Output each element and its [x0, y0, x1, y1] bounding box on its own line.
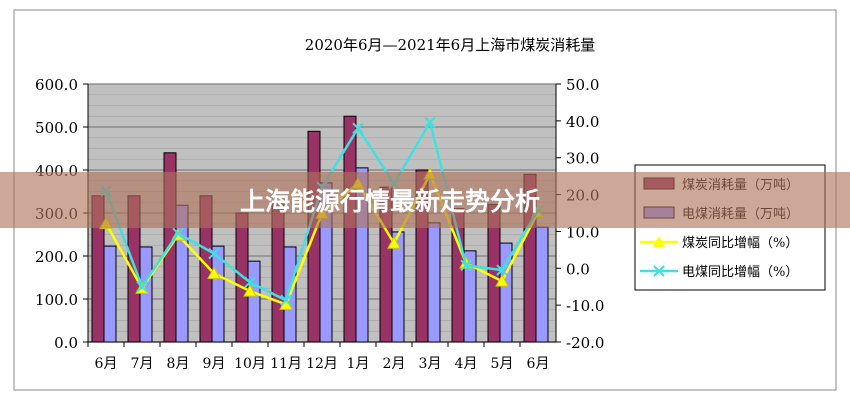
x-tick-label: 10月	[234, 356, 266, 372]
left-tick-label: 200.0	[35, 248, 78, 266]
bar-power-coal	[463, 250, 477, 343]
legend-label: 电煤同比增幅（%）	[682, 265, 798, 280]
x-tick-label: 9月	[203, 356, 226, 372]
legend-marker	[653, 265, 665, 277]
x-tick-label: 6月	[95, 356, 118, 372]
point-power-coal-yoy	[244, 276, 256, 288]
point-power-coal-yoy	[280, 294, 292, 307]
x-tick-label: 5月	[491, 356, 514, 372]
point-power-coal-yoy	[424, 116, 436, 129]
left-tick-label: 500.0	[35, 119, 78, 137]
headline-banner: 上海能源行情最新走势分析	[0, 172, 850, 228]
point-power-coal-yoy	[460, 259, 472, 272]
headline-text: 上海能源行情最新走势分析	[240, 187, 541, 216]
bar-power-coal	[247, 260, 261, 343]
x-tick-label: 8月	[167, 356, 190, 372]
point-power-coal-yoy	[172, 227, 184, 239]
x-tick-label: 3月	[419, 356, 442, 372]
point-power-coal-yoy	[496, 264, 508, 276]
right-tick-label: -10.0	[566, 297, 604, 315]
left-tick-label: 0.0	[54, 334, 78, 352]
left-tick-label: 100.0	[35, 291, 78, 309]
point-coal-yoy	[207, 266, 221, 279]
point-coal-yoy	[495, 274, 509, 287]
point-power-coal-yoy	[352, 122, 364, 134]
bar-power-coal	[391, 231, 405, 343]
x-tick-label: 7月	[131, 356, 154, 372]
point-coal-yoy	[243, 284, 257, 297]
point-power-coal-yoy	[208, 247, 220, 260]
x-tick-label: 12月	[306, 356, 338, 372]
x-tick-label: 6月	[527, 356, 550, 372]
left-tick-label: 600.0	[35, 76, 78, 94]
point-power-coal-yoy	[136, 281, 148, 293]
legend-marker	[653, 236, 665, 247]
legend-label: 煤炭同比增幅（%）	[682, 236, 798, 251]
right-tick-label: 30.0	[566, 150, 599, 168]
x-tick-label: 2月	[383, 356, 406, 372]
bar-power-coal	[427, 222, 441, 343]
x-tick-label: 1月	[347, 356, 370, 372]
right-tick-label: 50.0	[566, 76, 599, 94]
right-tick-label: 0.0	[566, 260, 590, 278]
right-tick-label: 40.0	[566, 113, 599, 131]
point-coal-yoy	[387, 236, 401, 249]
x-tick-label: 11月	[270, 356, 302, 372]
bar-power-coal	[139, 246, 153, 343]
right-tick-label: -20.0	[566, 334, 604, 352]
chart-title: 2020年6月—2021年6月上海市煤炭消耗量	[305, 36, 595, 54]
x-tick-label: 4月	[455, 356, 478, 372]
bar-power-coal	[535, 226, 549, 343]
bar-power-coal	[103, 245, 117, 343]
